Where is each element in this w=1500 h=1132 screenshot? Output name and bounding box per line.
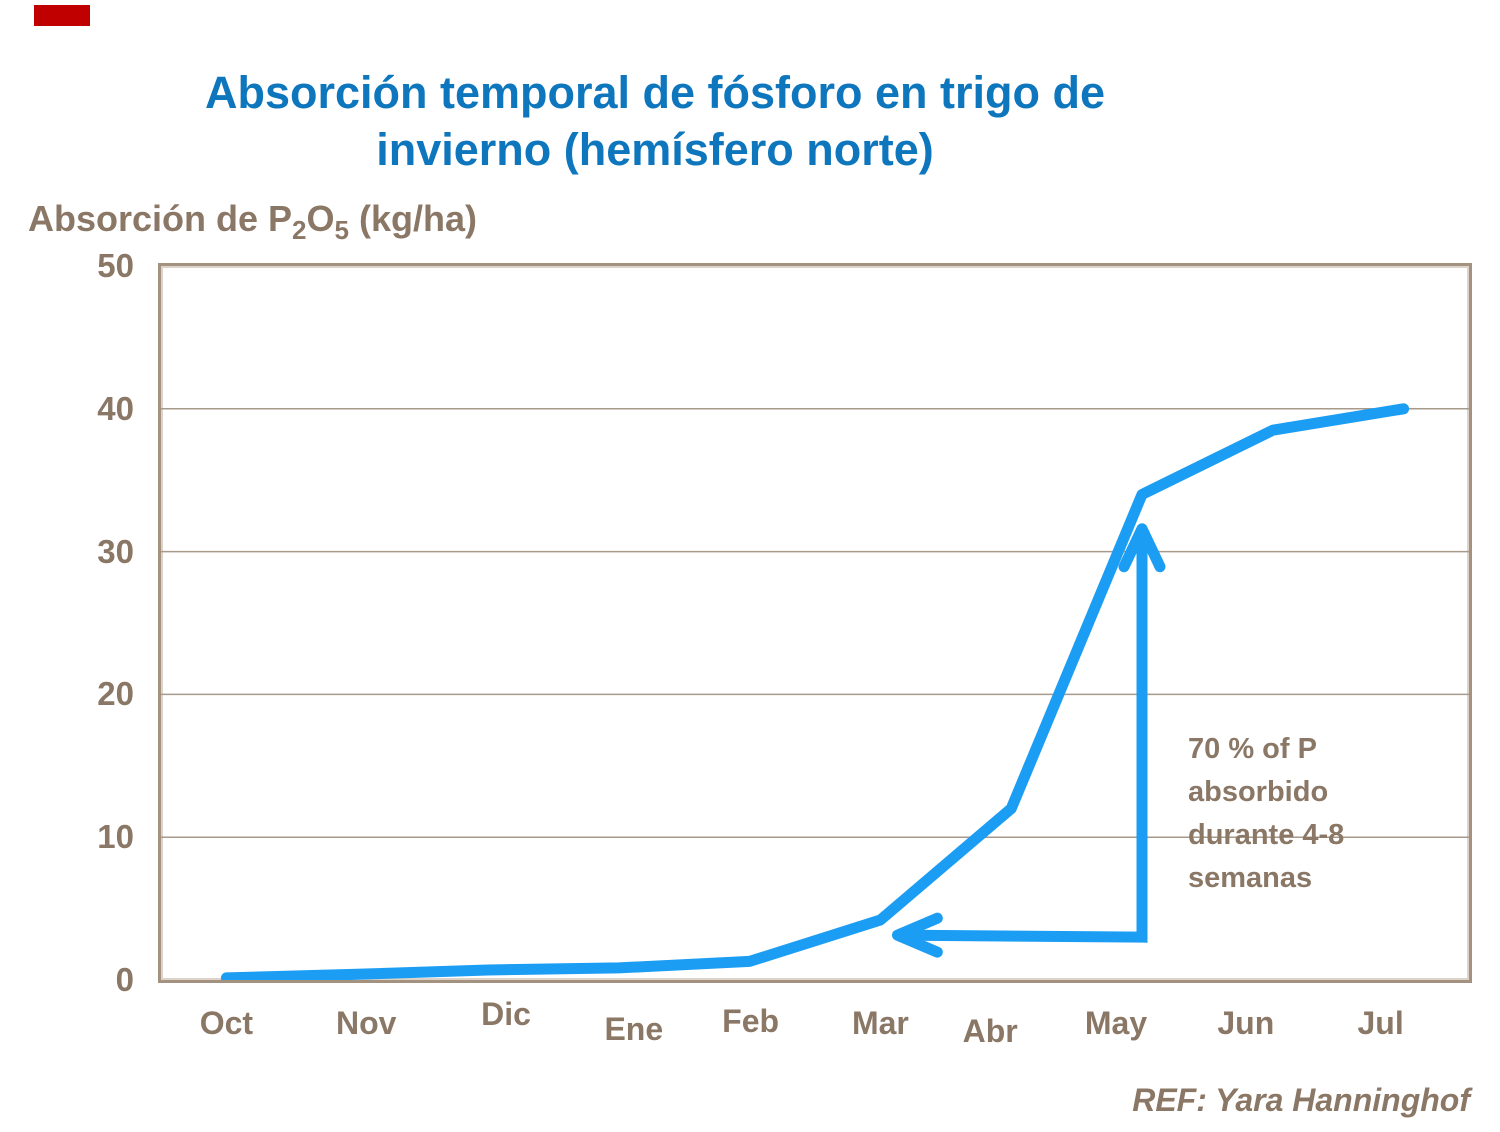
- y-axis-title-part: Absorción de P: [28, 198, 293, 239]
- chart-plot-svg: [161, 403, 1469, 980]
- y-tick-label: 10: [97, 818, 134, 856]
- arrowhead-up: [1118, 523, 1166, 573]
- y-axis-title-subscript: 5: [334, 215, 349, 246]
- chart-title: Absorción temporal de fósforo en trigo d…: [204, 67, 1106, 175]
- annotation-arrow-shaft: [897, 528, 1148, 943]
- reference-footer: REF: Yara Hanninghof: [1132, 1082, 1470, 1118]
- x-month-label: Feb: [722, 1003, 780, 1039]
- arrowhead-left: [891, 912, 943, 958]
- x-month-label: Ene: [604, 1011, 664, 1047]
- y-tick-label: 40: [97, 389, 134, 427]
- y-tick-label: 30: [97, 532, 134, 570]
- x-month-label: Dic: [481, 996, 531, 1032]
- y-axis-title: Absorción de P2O5 (kg/ha): [28, 198, 478, 243]
- x-month-label: Oct: [199, 1005, 254, 1041]
- y-axis-title-part: O: [306, 198, 335, 239]
- red-accent-bar: [34, 5, 90, 26]
- x-month-label: Nov: [335, 1005, 397, 1041]
- x-month-label: Jun: [1217, 1005, 1275, 1041]
- annotation-text: 70 % of P absorbido durante 4-8 semanas: [1188, 733, 1345, 894]
- y-tick-label: 50: [97, 247, 134, 284]
- x-month-label: Abr: [962, 1013, 1018, 1049]
- plot-area: [158, 263, 1472, 983]
- x-month-label: May: [1084, 1005, 1148, 1041]
- uptake-curve: [220, 403, 1410, 980]
- y-tick-label: 0: [115, 961, 134, 998]
- x-month-label: Mar: [851, 1005, 909, 1041]
- y-tick-label: 20: [97, 675, 134, 713]
- y-axis-title-part: (kg/ha): [349, 198, 478, 239]
- x-month-label: Jul: [1357, 1005, 1404, 1041]
- y-axis-title-subscript: 2: [292, 215, 307, 246]
